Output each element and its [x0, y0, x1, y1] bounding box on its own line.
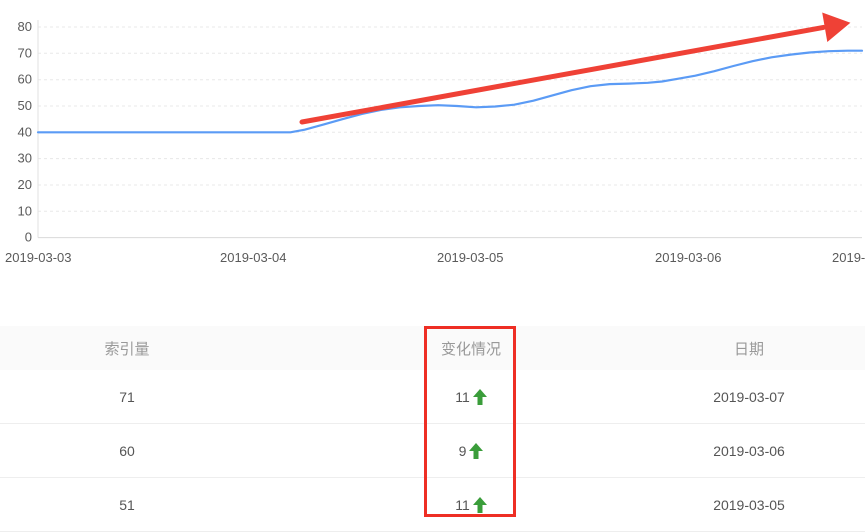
svg-text:80: 80 — [18, 19, 32, 34]
svg-text:40: 40 — [18, 124, 32, 139]
svg-text:20: 20 — [18, 177, 32, 192]
svg-text:60: 60 — [18, 72, 32, 87]
svg-text:2019-03-05: 2019-03-05 — [437, 250, 504, 265]
svg-text:2019-03-03: 2019-03-03 — [5, 250, 72, 265]
svg-text:30: 30 — [18, 151, 32, 166]
svg-text:0: 0 — [25, 230, 32, 245]
svg-text:70: 70 — [18, 45, 32, 60]
svg-text:50: 50 — [18, 98, 32, 113]
svg-text:10: 10 — [18, 203, 32, 218]
svg-text:2019-03-04: 2019-03-04 — [220, 250, 287, 265]
svg-text:2019-03-06: 2019-03-06 — [655, 250, 722, 265]
svg-text:2019-03-07: 2019-03-07 — [832, 250, 865, 265]
